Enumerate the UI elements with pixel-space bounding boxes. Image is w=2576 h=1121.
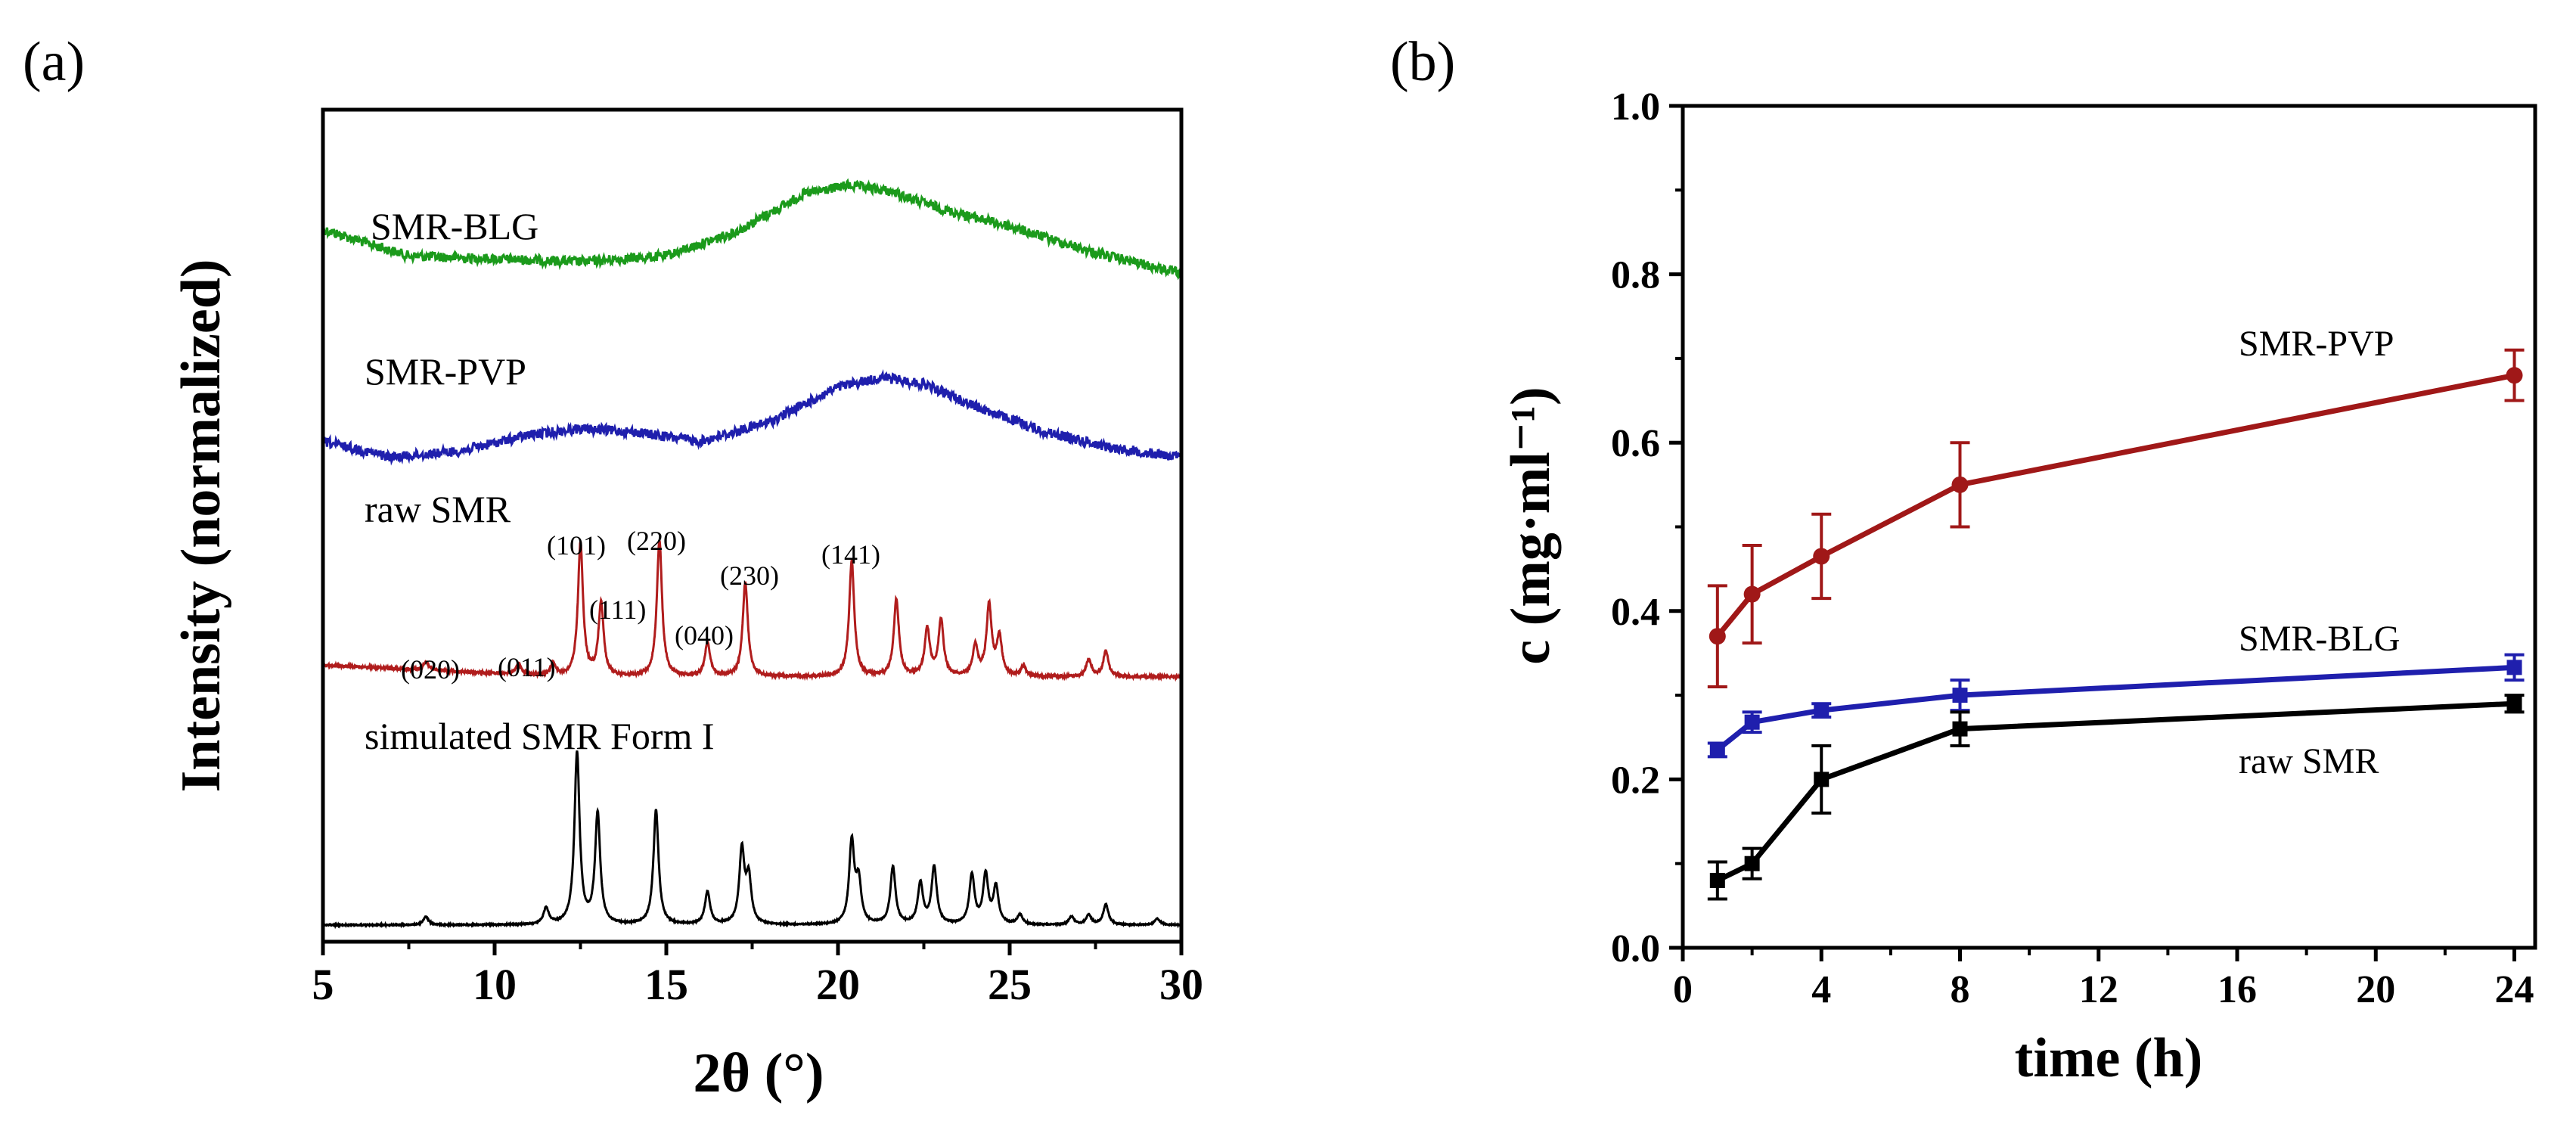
- panel-b-label: (b): [1390, 31, 1455, 93]
- panel-b-x-tick-label: 4: [1811, 968, 1831, 1011]
- data-point-blg: [1744, 714, 1760, 730]
- panel-b-solubility-kinetics: (b) 0 4 8 12 16 20 24 0.0 0.2 0.4 0.6 0.8 1.0 SMR-P…: [1390, 31, 2537, 1089]
- series-label-smr-blg: SMR-BLG: [371, 205, 538, 247]
- panel-a-x-tick-label: 15: [644, 960, 688, 1009]
- annotation-040: (040): [675, 620, 734, 651]
- series-line-raw: [1716, 700, 2515, 883]
- panel-b-y-tick-label: 1.0: [1611, 85, 1660, 129]
- panel-b-y-axis-title: c (mg·ml⁻¹): [1500, 387, 1562, 664]
- annotation-011: (011): [498, 652, 556, 682]
- series-label-raw-smr: raw SMR: [365, 488, 511, 530]
- panel-b-x-tick-label: 8: [1951, 968, 1970, 1011]
- panel-b-x-tick-label: 16: [2218, 968, 2257, 1011]
- data-point-blg: [1709, 742, 1725, 758]
- panel-a-x-tick-label: 30: [1159, 960, 1203, 1009]
- panel-b-x-tick-label: 12: [2079, 968, 2118, 1011]
- annotation-220: (220): [627, 526, 686, 556]
- panel-b-x-tick-label: 24: [2495, 968, 2534, 1011]
- panel-b-x-axis-title: time (h): [2015, 1027, 2203, 1089]
- panel-a-xrd-patterns: (a) 5 10 15 20 25 30 SMR-BLG SMR-PVP raw SMR …: [23, 31, 1203, 1104]
- series-label-b-smr-pvp: SMR-PVP: [2239, 324, 2394, 364]
- data-point-pvp: [1951, 476, 1969, 493]
- panel-b-y-tick-label: 0.2: [1611, 759, 1660, 802]
- annotation-020: (020): [401, 654, 460, 685]
- panel-a-x-tick-label: 25: [988, 960, 1032, 1009]
- annotation-141: (141): [821, 539, 880, 570]
- panel-a-x-tick-label: 5: [312, 960, 334, 1009]
- data-point-raw: [2506, 696, 2522, 712]
- series-label-b-raw-smr: raw SMR: [2239, 741, 2379, 781]
- panel-b-y-tick-label: 0.6: [1611, 422, 1660, 465]
- annotation-111: (111): [589, 595, 646, 625]
- xrd-series-group: [321, 178, 1183, 930]
- panel-b-y-tick-label: 0.4: [1611, 591, 1660, 634]
- data-point-pvp: [1813, 548, 1830, 565]
- panel-a-y-axis-title: Intensity (normalized): [170, 259, 232, 793]
- annotation-230: (230): [720, 560, 779, 591]
- data-point-raw: [1744, 856, 1760, 871]
- data-point-pvp: [1709, 628, 1726, 645]
- panel-a-x-tick-label: 10: [473, 960, 517, 1009]
- panel-a-label: (a): [23, 31, 85, 93]
- xrd-line-sim: [321, 750, 1183, 930]
- panel-b-x-ticks: 0 4 8 12 16 20 24: [1673, 948, 2534, 1011]
- concentration-series-group: [1707, 348, 2525, 901]
- panel-b-x-tick-label: 20: [2356, 968, 2395, 1011]
- series-label-smr-pvp: SMR-PVP: [365, 350, 526, 393]
- data-point-raw: [1814, 772, 1830, 787]
- xrd-line-pvp: [321, 369, 1183, 466]
- panel-b-plot-frame: [1681, 104, 2537, 950]
- panel-a-x-ticks: 5 10 15 20 25 30: [312, 942, 1203, 1009]
- data-point-blg: [1814, 703, 1830, 719]
- panel-a-x-axis-title: 2θ (°): [693, 1042, 824, 1104]
- data-point-raw: [1709, 872, 1725, 888]
- series-label-b-smr-blg: SMR-BLG: [2239, 619, 2400, 659]
- xrd-line-raw: [321, 539, 1183, 682]
- series-label-simulated-smr: simulated SMR Form I: [365, 715, 715, 757]
- data-point-pvp: [2506, 367, 2523, 384]
- panel-b-x-tick-label: 0: [1673, 968, 1693, 1011]
- data-point-blg: [2506, 660, 2522, 675]
- panel-b-y-ticks: 0.0 0.2 0.4 0.6 0.8 1.0: [1611, 85, 1683, 970]
- data-point-pvp: [1743, 585, 1761, 603]
- panel-a-x-tick-label: 20: [816, 960, 860, 1009]
- annotation-101: (101): [547, 530, 606, 560]
- panel-b-y-tick-label: 0.8: [1611, 254, 1660, 297]
- data-point-raw: [1952, 721, 1968, 737]
- series-line-pvp: [1715, 372, 2515, 638]
- xrd-line-blg: [321, 178, 1183, 281]
- panel-b-y-tick-label: 0.0: [1611, 927, 1660, 970]
- data-point-blg: [1952, 688, 1968, 703]
